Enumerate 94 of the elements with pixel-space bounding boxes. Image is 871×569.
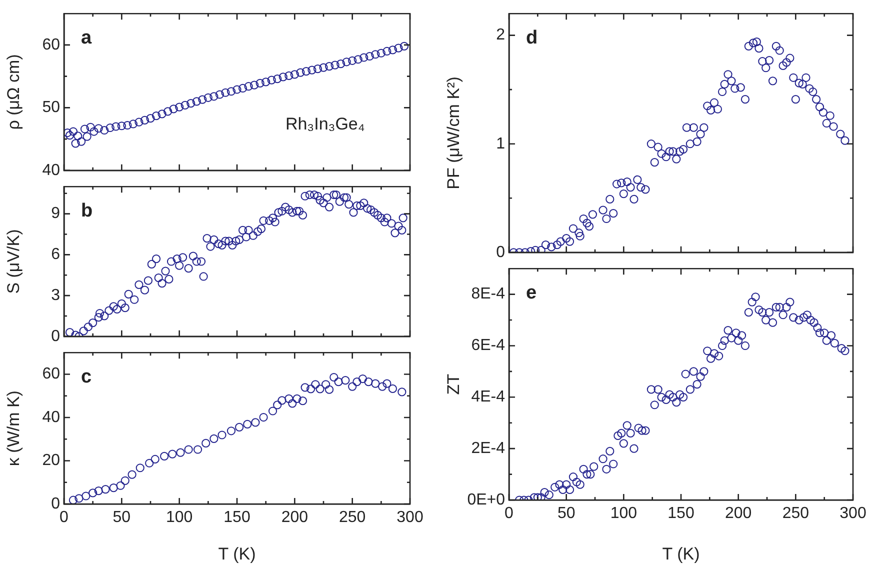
point (74, 494, 84, 503)
y-tick-label: 60 (42, 366, 60, 383)
point (388, 384, 397, 394)
y-tick-label: 6 (51, 246, 60, 264)
x-tick-label: 200 (281, 509, 308, 526)
x-tick-label: 200 (724, 505, 752, 522)
y-axis-title: κ (W/m K) (4, 390, 23, 466)
point (341, 376, 350, 385)
point (324, 385, 334, 394)
point (371, 379, 380, 388)
annotation: b (81, 200, 93, 222)
point (88, 488, 98, 498)
point (316, 384, 324, 394)
point (210, 434, 218, 443)
point (268, 406, 278, 416)
y-tick-label: 2E-4 (471, 440, 506, 457)
point (120, 476, 130, 485)
point (235, 422, 244, 432)
point (352, 378, 362, 386)
point (184, 445, 193, 454)
y-tick-label: 0 (496, 244, 506, 261)
point (259, 412, 268, 422)
annotation: e (526, 282, 537, 304)
y-tick-label: 1 (496, 135, 506, 152)
point (364, 378, 373, 386)
point (116, 481, 125, 490)
y-tick-label: 8E-4 (471, 286, 506, 303)
x-tick-label: 50 (112, 509, 131, 526)
y-tick-label: 4E-4 (471, 388, 506, 406)
y-axis-title: S (μV/K) (4, 229, 23, 294)
point (358, 374, 368, 384)
point (330, 372, 338, 382)
point (145, 458, 154, 468)
point (82, 492, 90, 500)
annotation: c (81, 366, 92, 388)
y-tick-label: 20 (42, 452, 60, 470)
y-axis-title: ZT (444, 374, 463, 395)
y-tick-label: 3 (51, 286, 60, 304)
y-tick-label: 9 (51, 205, 60, 222)
point (101, 484, 110, 494)
point (273, 400, 282, 410)
x-axis-title: T (K) (662, 544, 700, 564)
point (288, 399, 297, 408)
x-tick-label: 50 (557, 505, 576, 522)
annotation: d (526, 28, 538, 49)
point (160, 452, 169, 460)
point (193, 445, 202, 454)
point (243, 420, 252, 428)
point (382, 379, 392, 388)
point (334, 378, 343, 386)
x-tick-label: 300 (840, 505, 866, 522)
point (292, 394, 302, 403)
point (150, 454, 160, 464)
point (311, 380, 320, 389)
x-tick-label: 250 (782, 505, 810, 522)
y-axis-title: PF (μW/cm K²) (444, 76, 463, 190)
y-tick-label: 0 (51, 328, 60, 345)
point (218, 430, 226, 440)
y-tick-label: 2 (496, 26, 506, 44)
point (322, 380, 330, 389)
point (348, 382, 357, 391)
x-axis-title: T (K) (218, 544, 256, 564)
y-tick-label: 0E+0 (467, 491, 506, 508)
point (109, 483, 118, 492)
point (168, 450, 177, 458)
point (176, 448, 185, 457)
x-tick-label: 150 (224, 509, 250, 526)
y-tick-label: 40 (42, 408, 60, 426)
point (378, 382, 387, 391)
point (128, 470, 136, 479)
point (284, 394, 294, 403)
point (94, 486, 103, 496)
y-tick-label: 6E-4 (471, 337, 506, 354)
annotation: Rh₃In₃Ge₄ (285, 114, 365, 134)
y-tick-label: 60 (42, 36, 60, 54)
point (278, 396, 286, 405)
x-tick-label: 150 (668, 505, 694, 522)
point (398, 388, 406, 396)
point (136, 464, 144, 472)
x-tick-label: 100 (166, 509, 193, 526)
x-tick-label: 250 (338, 509, 366, 526)
point (226, 426, 236, 436)
x-tick-label: 100 (610, 505, 638, 522)
point (306, 384, 316, 394)
point (298, 396, 308, 406)
point (68, 496, 78, 504)
annotation: a (81, 28, 92, 49)
y-tick-label: 40 (42, 162, 60, 179)
y-tick-label: 50 (42, 99, 60, 116)
y-axis-title: ρ (μΩ cm) (4, 54, 23, 130)
point (300, 383, 310, 392)
point (251, 418, 260, 427)
x-tick-label: 300 (396, 509, 424, 526)
point (202, 438, 210, 448)
